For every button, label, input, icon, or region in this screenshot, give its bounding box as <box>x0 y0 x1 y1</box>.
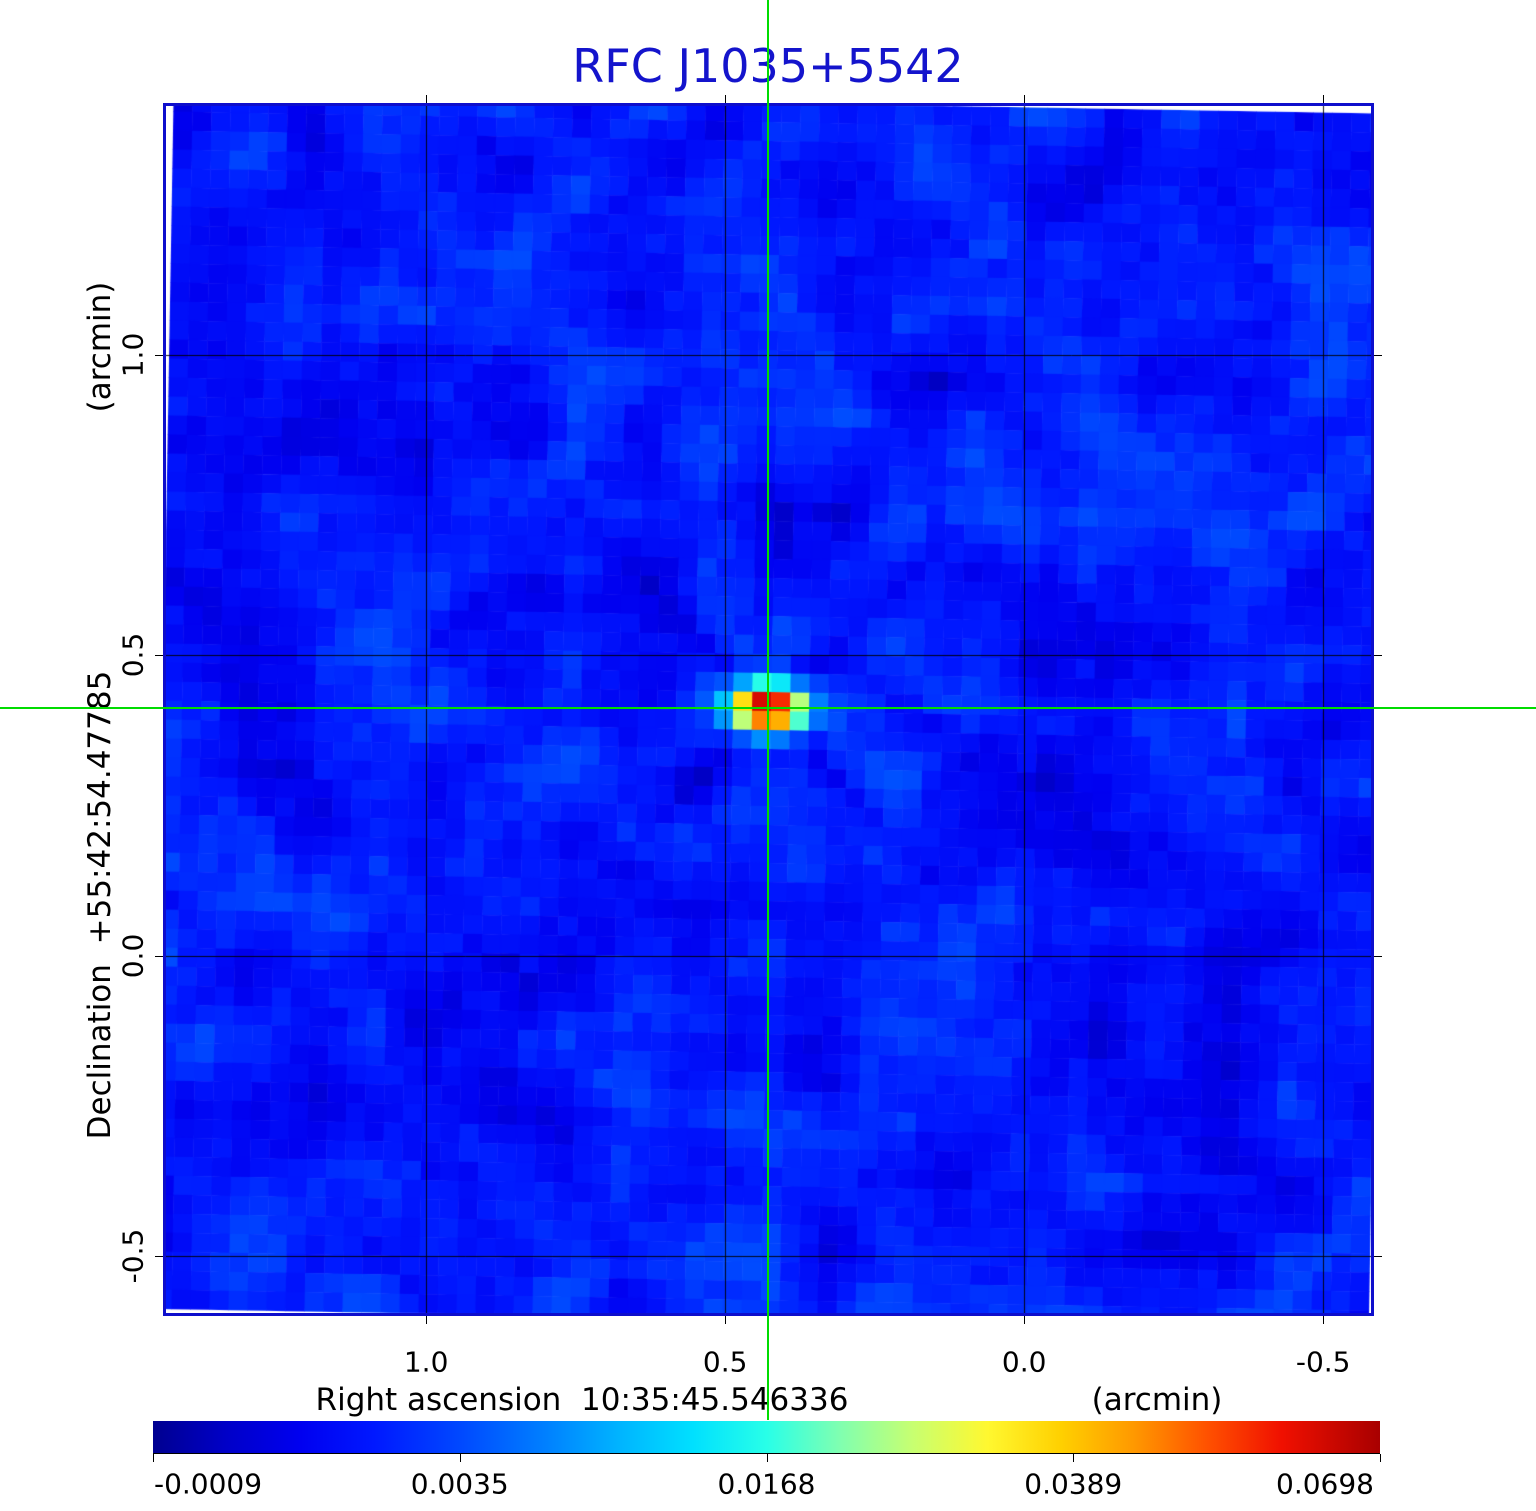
colorbar <box>153 1421 1380 1454</box>
y-axis-tick-label: 1.0 <box>116 332 150 378</box>
y-axis-tick-label: 0.5 <box>116 633 150 678</box>
y-axis-tick-mark <box>155 655 163 657</box>
colorbar-tick-label: 0.0389 <box>1024 1467 1123 1501</box>
x-axis-tick-mark <box>1323 1316 1325 1324</box>
x-axis-tick-mark <box>1323 95 1325 103</box>
y-axis-tick-mark <box>1374 655 1382 657</box>
x-axis-tick-mark <box>1024 95 1026 103</box>
x-axis-tick-mark <box>1024 1316 1026 1324</box>
y-axis-tick-mark <box>1374 955 1382 957</box>
y-axis-tick-mark <box>155 355 163 357</box>
y-axis-tick-mark <box>1374 355 1382 357</box>
colorbar-tick-mark <box>766 1454 768 1462</box>
x-axis-tick-label: -0.5 <box>1295 1345 1351 1379</box>
y-axis-label: Declination +55:42:54.47785 <box>82 670 118 1140</box>
x-axis-label: Right ascension 10:35:45.546336 <box>315 1382 849 1418</box>
colorbar-tick-label: -0.0009 <box>153 1467 263 1501</box>
sky-image-canvas <box>163 103 1374 1316</box>
x-axis-tick-mark <box>426 1316 428 1324</box>
colorbar-tick-mark <box>1073 1454 1075 1462</box>
plot-title: RFC J1035+5542 <box>572 39 964 93</box>
x-axis-tick-label: 0.5 <box>702 1345 748 1379</box>
y-axis-tick-label: -0.5 <box>116 1228 150 1284</box>
y-axis-tick-mark <box>155 955 163 957</box>
colorbar-tick-label: 0.0168 <box>717 1467 816 1501</box>
colorbar-tick-label: 0.0035 <box>410 1467 509 1501</box>
y-axis-tick-label: 0.0 <box>116 933 150 978</box>
y-axis-unit-label: (arcmin) <box>82 281 118 413</box>
x-axis-tick-mark <box>426 95 428 103</box>
colorbar-tick-mark <box>1380 1454 1381 1462</box>
y-axis-tick-mark <box>1374 1255 1382 1257</box>
x-axis-unit-label: (arcmin) <box>1091 1382 1223 1418</box>
x-axis-tick-label: 1.0 <box>403 1345 449 1379</box>
x-axis-tick-mark <box>725 95 727 103</box>
colorbar-tick-label: 0.0698 <box>1276 1467 1374 1501</box>
colorbar-tick-mark <box>153 1454 154 1462</box>
y-axis-tick-mark <box>155 1255 163 1257</box>
x-axis-tick-label: 0.0 <box>1001 1345 1047 1379</box>
x-axis-tick-mark <box>725 1316 727 1324</box>
image-plot <box>163 103 1374 1316</box>
colorbar-tick-mark <box>459 1454 461 1462</box>
